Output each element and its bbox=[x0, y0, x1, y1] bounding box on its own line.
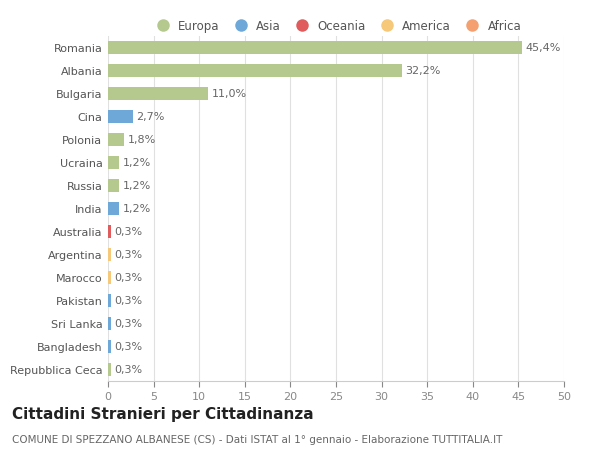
Text: 0,3%: 0,3% bbox=[115, 250, 143, 260]
Text: 0,3%: 0,3% bbox=[115, 319, 143, 329]
Text: 45,4%: 45,4% bbox=[526, 43, 561, 53]
Text: 2,7%: 2,7% bbox=[136, 112, 164, 122]
Text: COMUNE DI SPEZZANO ALBANESE (CS) - Dati ISTAT al 1° gennaio - Elaborazione TUTTI: COMUNE DI SPEZZANO ALBANESE (CS) - Dati … bbox=[12, 434, 502, 444]
Bar bbox=[108, 157, 119, 169]
Text: 1,2%: 1,2% bbox=[122, 204, 151, 214]
Legend: Europa, Asia, Oceania, America, Africa: Europa, Asia, Oceania, America, Africa bbox=[146, 15, 526, 38]
Bar bbox=[108, 248, 111, 261]
Text: 1,8%: 1,8% bbox=[128, 135, 157, 145]
Text: 1,2%: 1,2% bbox=[122, 181, 151, 191]
Text: Cittadini Stranieri per Cittadinanza: Cittadini Stranieri per Cittadinanza bbox=[12, 406, 314, 421]
Bar bbox=[108, 134, 124, 146]
Bar bbox=[108, 294, 111, 307]
Bar bbox=[108, 340, 111, 353]
Text: 0,3%: 0,3% bbox=[115, 227, 143, 237]
Bar bbox=[108, 271, 111, 284]
Text: 0,3%: 0,3% bbox=[115, 273, 143, 283]
Bar bbox=[108, 179, 119, 192]
Bar bbox=[108, 65, 401, 78]
Bar bbox=[108, 42, 522, 55]
Bar bbox=[108, 88, 208, 101]
Bar bbox=[108, 363, 111, 376]
Text: 0,3%: 0,3% bbox=[115, 364, 143, 375]
Text: 32,2%: 32,2% bbox=[406, 66, 440, 76]
Text: 1,2%: 1,2% bbox=[122, 158, 151, 168]
Bar bbox=[108, 111, 133, 123]
Text: 0,3%: 0,3% bbox=[115, 341, 143, 352]
Bar bbox=[108, 202, 119, 215]
Bar bbox=[108, 225, 111, 238]
Bar bbox=[108, 317, 111, 330]
Text: 11,0%: 11,0% bbox=[212, 89, 247, 99]
Text: 0,3%: 0,3% bbox=[115, 296, 143, 306]
